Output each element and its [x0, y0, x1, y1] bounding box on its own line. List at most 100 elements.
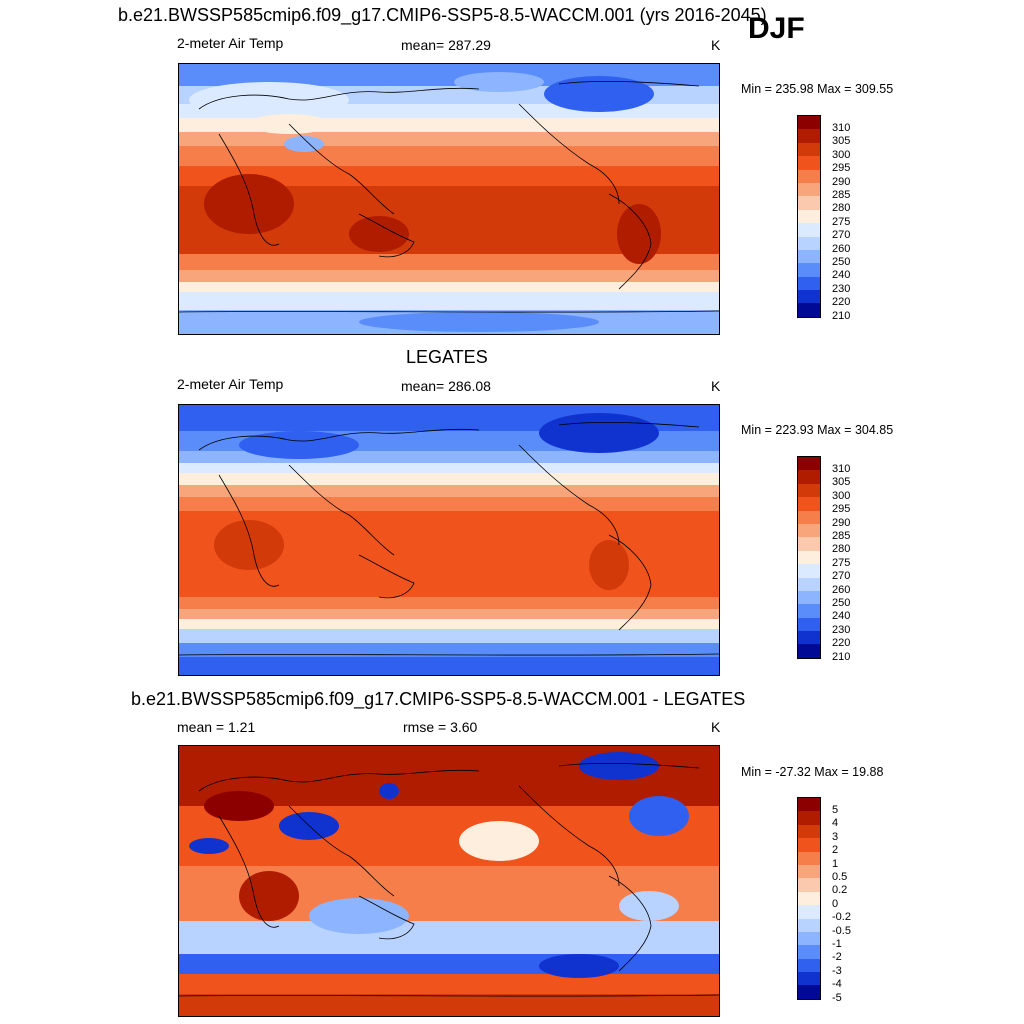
- colorbar-swatch: [798, 129, 820, 143]
- colorbar-swatch: [798, 604, 820, 618]
- colorbar-tick-label: 295: [832, 162, 851, 175]
- colorbar-tick-label: 0.5: [832, 870, 848, 883]
- panel2-variable-label: 2-meter Air Temp: [177, 376, 284, 392]
- colorbar-swatch: [798, 945, 820, 959]
- colorbar-tick-label: 220: [832, 296, 851, 309]
- colorbar-swatch: [798, 263, 820, 277]
- colorbar-tick-label: 0: [832, 897, 839, 910]
- colorbar-tick-label: 285: [832, 529, 851, 542]
- colorbar-tick-label: 240: [832, 610, 851, 623]
- colorbar-swatch: [798, 918, 820, 932]
- colorbar-tick-label: 300: [832, 489, 851, 502]
- colorbar-tick-label: 300: [832, 148, 851, 161]
- colorbar-swatch: [798, 523, 820, 538]
- panel3-colorbar-swatches: [798, 798, 820, 999]
- panel1-colorbar-swatches: [798, 116, 820, 317]
- colorbar-swatch: [798, 798, 820, 812]
- panel2-colorbar: [797, 456, 821, 659]
- colorbar-swatch: [798, 483, 820, 498]
- colorbar-tick-label: -2: [832, 951, 842, 964]
- colorbar-tick-label: 3: [832, 830, 839, 843]
- colorbar-tick-label: 5: [832, 803, 839, 816]
- panel1-units-label: K: [711, 37, 721, 53]
- colorbar-tick-label: -4: [832, 978, 842, 991]
- colorbar-tick-label: 2: [832, 844, 839, 857]
- colorbar-swatch: [798, 169, 820, 183]
- panel2-minmax-label: Min = 223.93 Max = 304.85: [741, 423, 894, 437]
- colorbar-swatch: [798, 236, 820, 250]
- colorbar-tick-label: 4: [832, 817, 839, 830]
- colorbar-tick-label: -0.2: [832, 911, 851, 924]
- colorbar-tick-label: -0.5: [832, 924, 851, 937]
- colorbar-tick-label: 305: [832, 135, 851, 148]
- colorbar-tick-label: -3: [832, 964, 842, 977]
- colorbar-swatch: [798, 905, 820, 919]
- panel3-minmax-label: Min = -27.32 Max = 19.88: [741, 765, 884, 779]
- panel1-variable-label: 2-meter Air Temp: [177, 35, 284, 51]
- colorbar-swatch: [798, 290, 820, 304]
- colorbar-swatch: [798, 851, 820, 865]
- panel1-colorbar: [797, 115, 821, 318]
- colorbar-swatch: [798, 303, 820, 317]
- colorbar-swatch: [798, 510, 820, 524]
- colorbar-swatch: [798, 644, 820, 658]
- colorbar-tick-label: -5: [832, 991, 842, 1004]
- panel2-colorbar-swatches: [798, 457, 820, 658]
- colorbar-swatch: [798, 577, 820, 591]
- colorbar-swatch: [798, 824, 820, 839]
- panel2-units-label: K: [711, 378, 721, 394]
- colorbar-swatch: [798, 182, 820, 197]
- colorbar-swatch: [798, 878, 820, 892]
- colorbar-swatch: [798, 985, 820, 999]
- colorbar-tick-label: 305: [832, 476, 851, 489]
- panel2-title: LEGATES: [406, 347, 488, 367]
- colorbar-swatch: [798, 223, 820, 237]
- panel3-rmse-label: rmse = 3.60: [403, 719, 478, 735]
- panel3-mean-label: mean = 1.21: [177, 719, 256, 735]
- colorbar-tick-label: 290: [832, 516, 851, 529]
- colorbar-tick-label: 310: [832, 121, 851, 134]
- panel1-mean-label: mean= 287.29: [401, 37, 491, 53]
- colorbar-swatch: [798, 196, 820, 210]
- colorbar-tick-label: -1: [832, 937, 842, 950]
- panel2-temperature-field: [179, 405, 719, 675]
- panel3-units-label: K: [711, 719, 721, 735]
- colorbar-tick-label: 230: [832, 623, 851, 636]
- colorbar-tick-label: 260: [832, 242, 851, 255]
- colorbar-swatch: [798, 958, 820, 973]
- colorbar-tick-label: 270: [832, 570, 851, 583]
- panel3-colorbar: [797, 797, 821, 1000]
- panel1-temperature-field: [179, 64, 719, 334]
- panel1-minmax-label: Min = 235.98 Max = 309.55: [741, 82, 894, 96]
- colorbar-swatch: [798, 838, 820, 852]
- colorbar-swatch: [798, 116, 820, 130]
- colorbar-tick-label: 285: [832, 188, 851, 201]
- colorbar-swatch: [798, 891, 820, 906]
- panel2-map: [178, 404, 720, 676]
- panel1-map: [178, 63, 720, 335]
- colorbar-swatch: [798, 249, 820, 264]
- panel3-title: b.e21.BWSSP585cmip6.f09_g17.CMIP6-SSP5-8…: [131, 689, 746, 709]
- colorbar-tick-label: 240: [832, 269, 851, 282]
- colorbar-swatch: [798, 497, 820, 511]
- colorbar-swatch: [798, 564, 820, 578]
- colorbar-tick-label: 310: [832, 462, 851, 475]
- colorbar-swatch: [798, 811, 820, 825]
- colorbar-tick-label: 1: [832, 857, 839, 870]
- colorbar-tick-label: 295: [832, 503, 851, 516]
- colorbar-swatch: [798, 864, 820, 879]
- colorbar-swatch: [798, 550, 820, 565]
- colorbar-tick-label: 210: [832, 309, 851, 322]
- panel3-map: [178, 745, 720, 1017]
- season-label: DJF: [748, 12, 805, 45]
- colorbar-tick-label: 220: [832, 637, 851, 650]
- colorbar-tick-label: 260: [832, 583, 851, 596]
- colorbar-tick-label: 275: [832, 215, 851, 228]
- panel3-difference-field: [179, 746, 719, 1016]
- colorbar-swatch: [798, 156, 820, 170]
- colorbar-swatch: [798, 931, 820, 946]
- colorbar-tick-label: 230: [832, 282, 851, 295]
- colorbar-swatch: [798, 590, 820, 605]
- colorbar-tick-label: 280: [832, 543, 851, 556]
- colorbar-swatch: [798, 457, 820, 471]
